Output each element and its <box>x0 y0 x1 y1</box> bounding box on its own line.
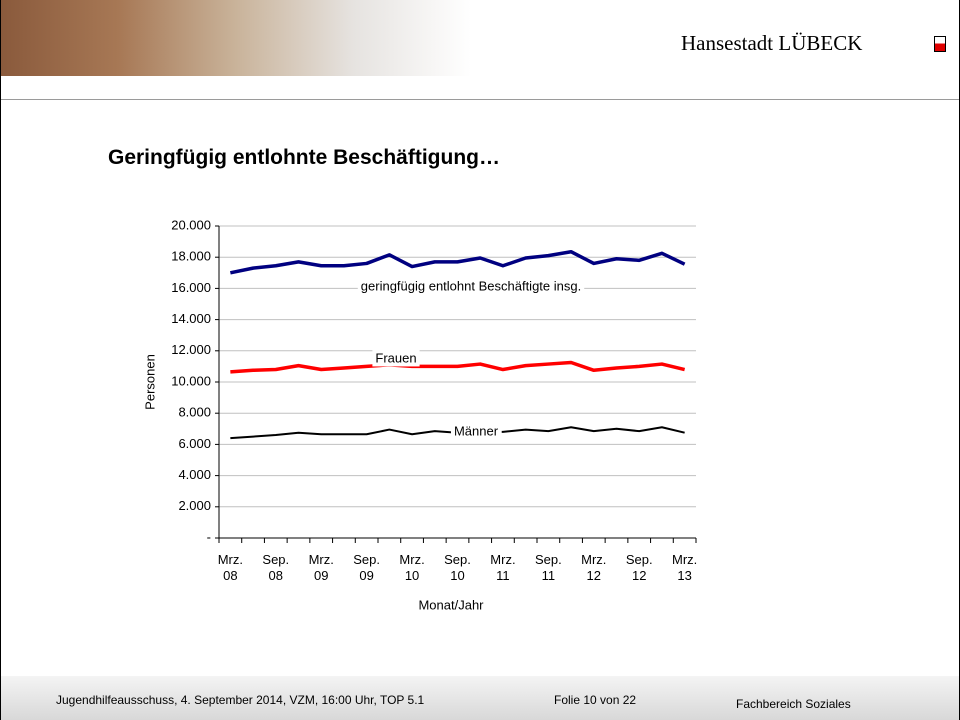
y-axis-title: Personen <box>142 354 157 410</box>
x-tick-label: Mrz. 08 <box>217 552 243 583</box>
series-label-bg <box>450 422 502 440</box>
series-label: Frauen <box>375 350 416 365</box>
footer <box>1 676 959 720</box>
footer-department: Fachbereich Soziales <box>736 697 851 711</box>
y-tick-label: - <box>207 529 211 544</box>
y-tick-label: 14.000 <box>171 311 211 326</box>
y-tick-label: 2.000 <box>178 498 211 513</box>
x-tick-label: Sep. 09 <box>353 552 381 583</box>
x-tick-label: Sep. 10 <box>444 552 471 583</box>
y-tick-label: 16.000 <box>171 280 211 295</box>
slide-title: Geringfügig entlohnte Beschäftigung… <box>108 146 500 169</box>
y-tick-label: 18.000 <box>171 249 211 264</box>
y-tick-label: 6.000 <box>178 436 211 451</box>
y-tick-label: 8.000 <box>178 405 211 420</box>
y-tick-label: 20.000 <box>171 217 211 232</box>
header-line <box>1 99 959 100</box>
y-tick-label: 10.000 <box>171 373 211 388</box>
x-tick-label: Mrz. 10 <box>399 552 425 583</box>
series-label-bg <box>357 277 585 295</box>
x-tick-label: Mrz. 11 <box>490 552 516 583</box>
x-tick-label: Sep. 11 <box>534 552 562 583</box>
x-tick-label: Mrz. 12 <box>581 552 607 583</box>
x-tick-label: Mrz. 09 <box>308 552 334 583</box>
x-tick-label: Sep. 08 <box>262 552 290 583</box>
logo: Hansestadt LÜBECK <box>681 31 863 55</box>
footer-slide: Folie 10 von 22 <box>554 693 637 707</box>
y-tick-label: 4.000 <box>178 467 211 482</box>
series-line <box>230 249 686 275</box>
x-tick-label: Sep. 12 <box>625 552 653 583</box>
header-image <box>1 0 471 76</box>
series-label: geringfügig entlohnt Beschäftigte insg. <box>361 278 581 293</box>
x-axis-title: Monat/Jahr <box>418 597 484 612</box>
series-line <box>230 360 686 374</box>
series-label-bg <box>372 349 420 367</box>
logo-icon <box>934 36 946 52</box>
series-label: Männer <box>454 423 499 438</box>
footer-meeting: Jugendhilfeausschuss, 4. September 2014,… <box>56 693 425 707</box>
x-tick-label: Mrz. 13 <box>672 552 698 583</box>
y-tick-label: 12.000 <box>171 342 211 357</box>
